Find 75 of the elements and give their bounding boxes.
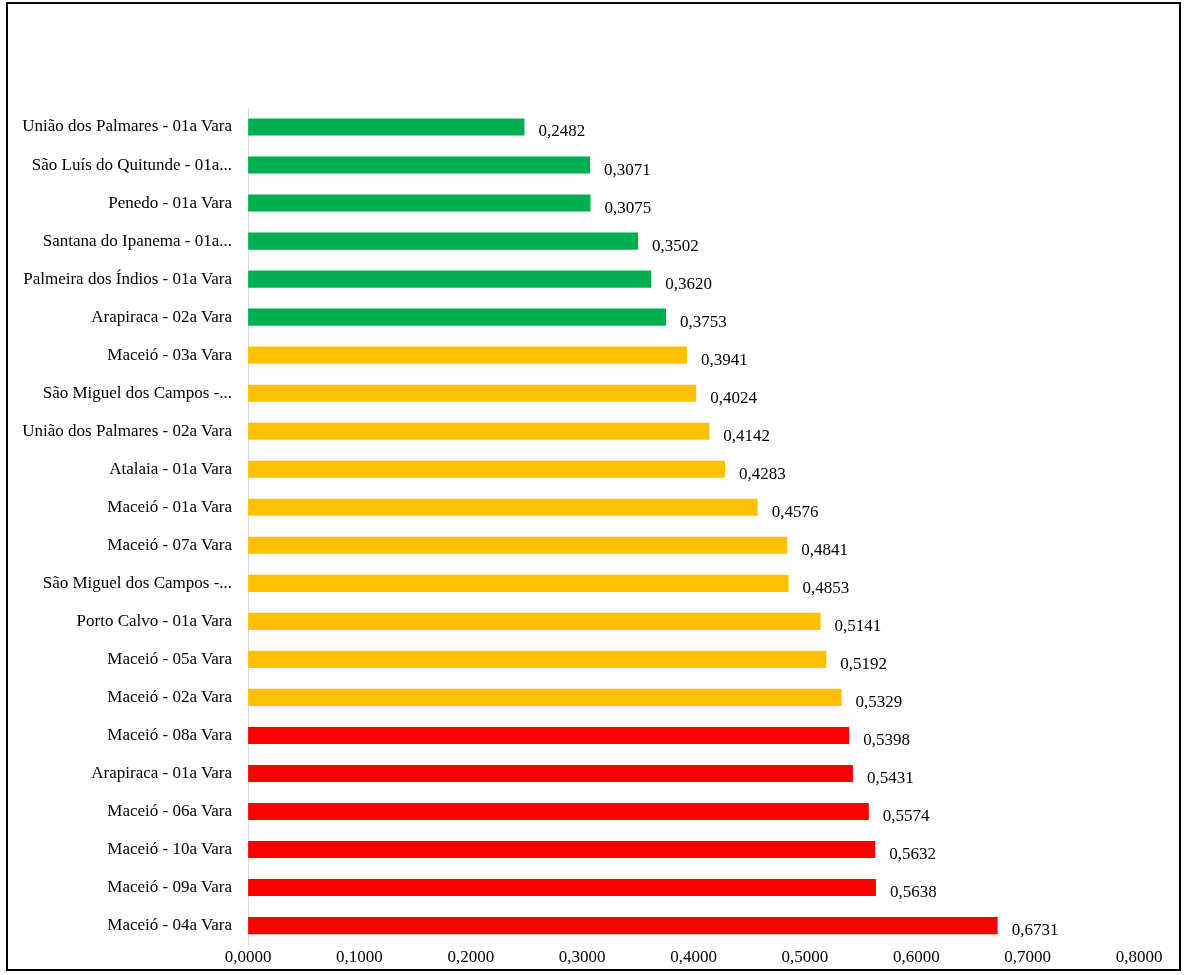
- y-tick-label: Maceió - 04a Vara: [107, 915, 233, 935]
- bar: [248, 156, 591, 174]
- y-tick-label: Maceió - 06a Vara: [107, 800, 233, 820]
- y-tick-label: Penedo - 01a Vara: [108, 192, 233, 212]
- bar: [248, 346, 687, 364]
- data-label: 0,3941: [700, 349, 748, 369]
- bar: [248, 650, 827, 668]
- data-label: 0,4024: [710, 387, 758, 407]
- data-label: 0,2482: [538, 121, 586, 141]
- y-tick-label: São Miguel dos Campos -...: [42, 382, 233, 402]
- x-tick-label: 0,2000: [447, 947, 495, 967]
- y-tick-label: Maceió - 09a Vara: [107, 877, 233, 897]
- data-label: 0,3620: [665, 273, 712, 293]
- bar: [248, 194, 591, 212]
- y-tick-label: Santana do Ipanema - 01a...: [42, 230, 233, 250]
- bar: [248, 802, 869, 821]
- data-label: 0,3075: [604, 197, 652, 217]
- data-label: 0,6731: [1011, 920, 1059, 940]
- data-label: 0,3071: [604, 159, 651, 179]
- bar: [248, 384, 697, 402]
- data-label: 0,5329: [855, 691, 903, 711]
- x-tick-label: 0,0000: [224, 947, 272, 967]
- x-tick-label: 0,8000: [1115, 947, 1163, 967]
- y-tick-label: Arapiraca - 02a Vara: [91, 306, 233, 326]
- y-tick-label: Atalaia - 01a Vara: [109, 458, 233, 478]
- data-label: 0,4142: [723, 425, 771, 445]
- data-label: 0,3502: [652, 235, 699, 255]
- bar: [248, 840, 876, 859]
- bar: [248, 270, 652, 288]
- data-label: 0,5632: [889, 844, 937, 863]
- data-label: 0,4576: [771, 501, 819, 521]
- data-label: 0,4283: [739, 463, 786, 483]
- data-label: 0,4853: [802, 577, 850, 597]
- x-tick-label: 0,5000: [781, 947, 829, 967]
- bar: [248, 536, 788, 554]
- data-label: 0,5431: [866, 767, 914, 787]
- y-tick-label: Maceió - 05a Vara: [107, 648, 233, 668]
- y-tick-label: Maceió - 02a Vara: [107, 686, 233, 706]
- x-tick-label: 0,1000: [336, 947, 383, 967]
- data-label: 0,5398: [863, 729, 910, 749]
- bar: [248, 460, 726, 478]
- y-tick-label: São Luís do Quitunde - 01a...: [31, 154, 233, 174]
- bar: [248, 118, 525, 136]
- bar: [248, 612, 821, 630]
- bar: [248, 308, 667, 326]
- bar: [248, 879, 876, 897]
- y-tick-label: Arapiraca - 01a Vara: [91, 762, 233, 782]
- bar: [248, 917, 998, 935]
- data-label: 0,4841: [801, 539, 848, 559]
- bar: [248, 726, 850, 745]
- data-label: 0,5638: [889, 882, 937, 902]
- x-tick-label: 0,7000: [1004, 947, 1052, 967]
- data-label: 0,5574: [882, 805, 931, 825]
- x-tick-label: 0,4000: [670, 947, 717, 967]
- bar: [248, 232, 639, 250]
- y-tick-label: Maceió - 10a Vara: [107, 839, 233, 858]
- bar: [248, 574, 789, 592]
- y-tick-label: Palmeira dos Índios - 01a Vara: [23, 268, 233, 288]
- y-tick-label: Porto Calvo - 01a Vara: [76, 610, 233, 630]
- data-label: 0,3753: [680, 311, 727, 331]
- bar: [248, 688, 842, 706]
- y-tick-label: Maceió - 07a Vara: [107, 534, 233, 554]
- bar: [248, 764, 853, 783]
- y-tick-label: São Miguel dos Campos -...: [42, 572, 233, 592]
- bar: [248, 498, 758, 516]
- y-tick-label: Maceió - 01a Vara: [107, 496, 233, 516]
- y-tick-label: União dos Palmares - 02a Vara: [22, 420, 233, 440]
- data-label: 0,5141: [834, 615, 882, 635]
- y-tick-label: Maceió - 08a Vara: [107, 724, 233, 744]
- data-label: 0,5192: [840, 653, 888, 673]
- x-tick-label: 0,6000: [892, 947, 940, 967]
- y-tick-label: União dos Palmares - 01a Vara: [22, 116, 233, 136]
- bar: [248, 422, 710, 440]
- x-tick-label: 0,3000: [558, 947, 606, 967]
- y-tick-label: Maceió - 03a Vara: [107, 344, 233, 364]
